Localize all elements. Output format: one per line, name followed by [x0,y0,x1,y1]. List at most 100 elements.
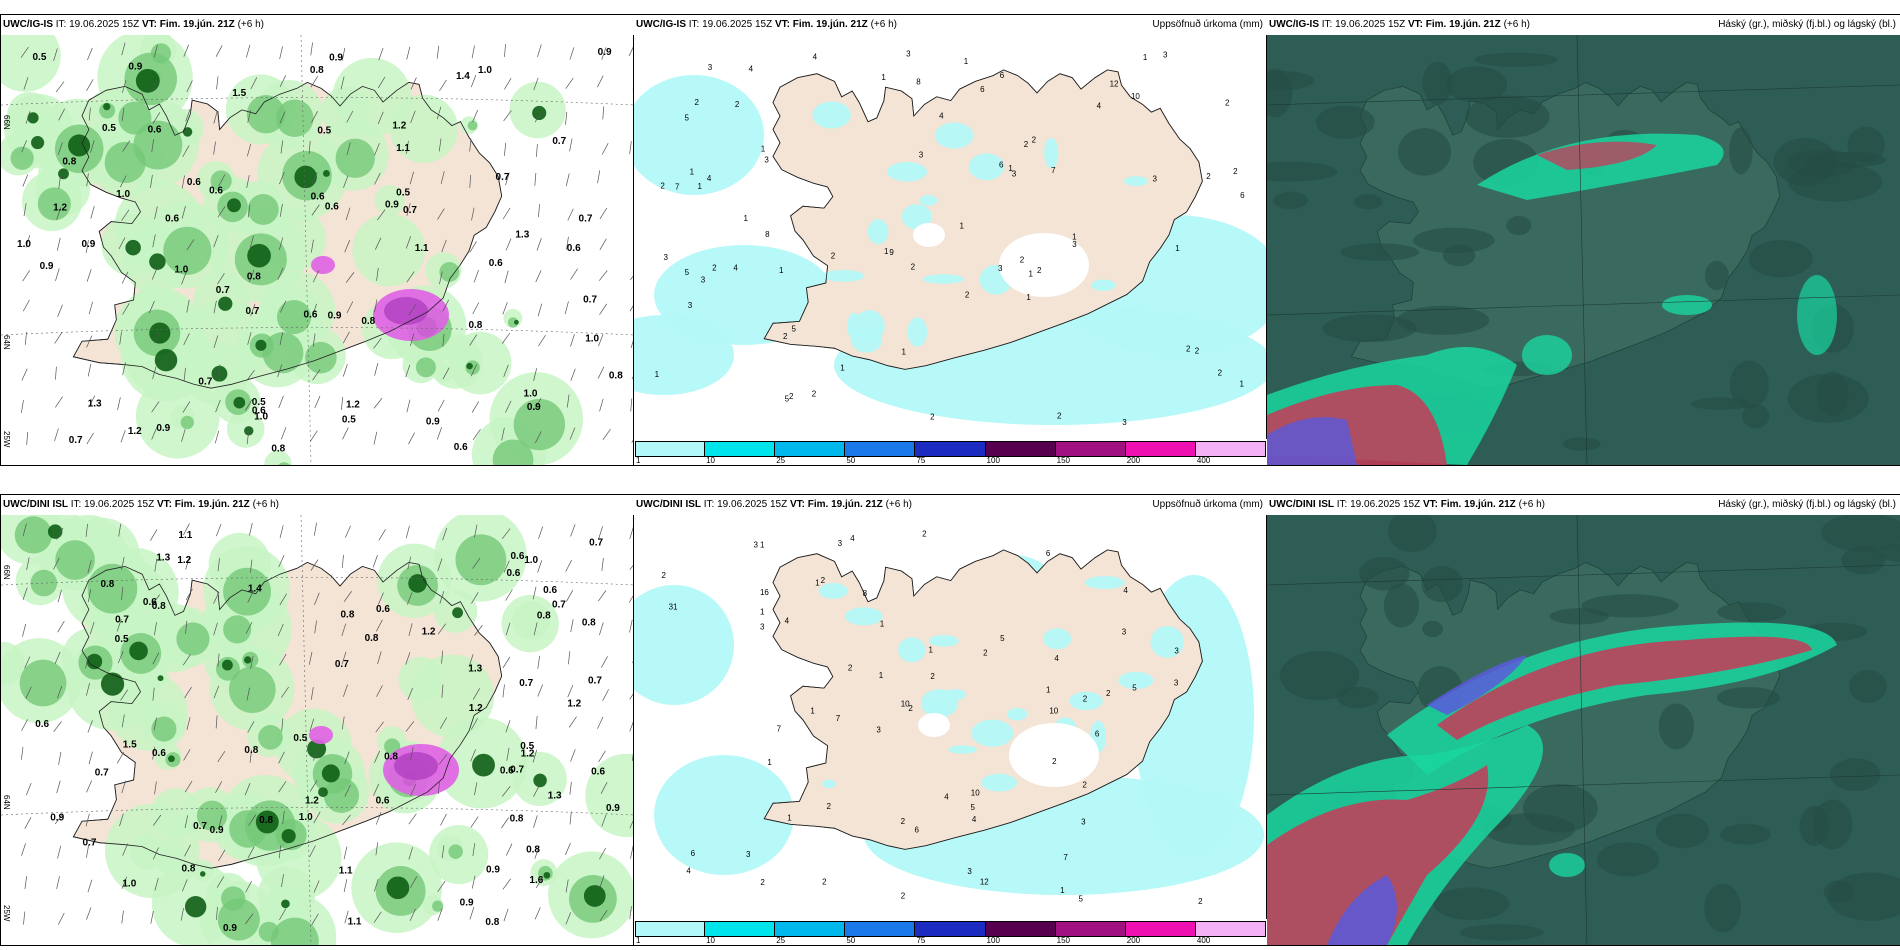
accum-value-label: 1 [1008,164,1013,173]
precip-value-label: 1.3 [548,790,562,801]
panel-header: UWC/DINI ISL IT: 19.06.2025 15Z VT: Fim.… [1,495,634,515]
precip-value-label: 1.1 [348,917,362,928]
precip-value-label: 0.9 [460,897,474,908]
panel-cloud-igis: UWC/IG-IS IT: 19.06.2025 15Z VT: Fim. 19… [1266,14,1900,466]
accum-value-label: 1 [959,222,964,231]
colorbar-segment [845,921,916,937]
panel-precip-fields-dini: UWC/DINI ISL IT: 19.06.2025 15Z VT: Fim.… [0,494,635,946]
precip-value-label: 0.7 [510,764,524,775]
panel-title: Uppsöfnuð úrkoma (mm) [1152,499,1263,510]
colorbar-label: 200 [1126,456,1141,465]
accum-value-label: 1 [743,214,748,223]
accum-value-label: 2 [1037,266,1042,275]
colorbar-label: 10 [706,456,716,465]
lat-label-64n: 64N [2,795,11,810]
accum-value-label: 1 [1026,293,1031,302]
accum-value-label: 3 [1122,418,1127,427]
colorbar-label: 150 [1056,456,1071,465]
cloud-cover-map [1267,515,1900,945]
accum-precip-map: 4224312111212710643116234221231243683231… [634,515,1267,919]
panel-header: UWC/DINI ISL IT: 19.06.2025 15Z VT: Fim.… [634,495,1267,515]
accum-value-label: 4 [972,815,977,824]
panel-cloud-dini: UWC/DINI ISL IT: 19.06.2025 15Z VT: Fim.… [1266,494,1900,946]
precip-value-label: 0.5 [33,52,47,63]
precip-value-label: 0.6 [187,177,201,188]
accum-value-label: 6 [980,85,985,94]
accum-value-label: 2 [983,648,988,657]
precip-value-label: 1.0 [478,65,492,76]
precip-value-label: 0.6 [506,568,520,579]
precip-value-label: 0.9 [128,62,142,73]
accum-value-label: 1 [1028,270,1033,279]
precip-value-label: 0.7 [579,214,593,225]
precip-value-label: 0.8 [247,272,261,283]
precip-value-label: 0.7 [82,837,96,848]
precip-value-label: 1.2 [567,699,581,710]
accum-value-label: 3 [753,541,758,550]
panel-title: Háský (gr.), miðský (fj.bl.) og lágský (… [1718,19,1896,30]
lat-label-66n: 66N [2,115,11,130]
panel-title: Háský (gr.), miðský (fj.bl.) og lágský (… [1718,499,1896,510]
precip-value-label: 0.5 [342,414,356,425]
accum-value-label: 1 [1060,886,1065,895]
colorbar-label: 200 [1126,936,1141,945]
precip-value-label: 0.8 [271,444,285,455]
colorbar-label: 25 [776,936,786,945]
accum-value-label: 1 [698,182,703,191]
precip-fields-map: 0.70.80.60.60.70.50.81.10.80.70.60.91.20… [1,515,634,945]
accum-value-label: 7 [1051,166,1056,175]
panel-title: Uppsöfnuð úrkoma (mm) [1152,19,1263,30]
accum-value-label: 3 [1081,818,1086,827]
precip-value-label: 0.8 [384,751,398,762]
lead-time: (+6 h) [237,19,264,30]
precip-value-label: 0.6 [209,186,223,197]
accum-value-label: 7 [675,183,680,192]
accum-value-label: 10 [1131,92,1140,101]
lat-label-64n: 64N [2,335,11,350]
precip-value-label: 0.8 [537,610,551,621]
colorbar-segment [985,441,1056,457]
precip-value-label: 1.5 [123,740,137,751]
accum-value-label: 10 [1049,707,1058,716]
panel-accum-dini: UWC/DINI ISL IT: 19.06.2025 15Z VT: Fim.… [633,494,1268,946]
accum-value-label: 2 [821,576,826,585]
accum-value-label: 2 [1186,345,1191,354]
model-name: UWC/IG-IS [636,19,686,30]
accum-value-label: 1 [767,758,772,767]
precip-value-label: 0.7 [216,285,230,296]
precip-value-label: 0.7 [519,678,533,689]
accum-value-label: 1 [881,73,886,82]
colorbar-segment [1125,921,1196,937]
accum-value-label: 1 [1072,233,1077,242]
lat-label-66n: 66N [2,565,11,580]
accum-value-label: 16 [760,588,769,597]
colorbar-label: 100 [986,936,1000,945]
accum-value-label: 6 [915,826,920,835]
precip-value-label: 1.0 [174,264,188,275]
accum-value-label: 1 [840,363,845,372]
precip-value-label: 1.3 [156,553,170,564]
accum-value-label: 2 [1024,140,1029,149]
precip-value-label: 0.5 [396,187,410,198]
accum-value-label: 12 [980,878,989,887]
precip-value-label: 0.9 [426,417,440,428]
initial-time: 19.06.2025 15Z [1350,499,1421,510]
accum-value-label: 3 [663,253,668,262]
colorbar-segment [915,921,986,937]
precip-value-label: 0.7 [95,768,109,779]
precip-value-label: 0.9 [223,923,237,934]
precip-value-label: 0.8 [182,864,196,875]
accum-value-label: 2 [908,704,913,713]
precip-value-label: 0.8 [259,815,273,826]
model-name: UWC/IG-IS [3,19,53,30]
colorbar-segment [635,441,706,457]
precip-value-label: 0.9 [156,423,170,434]
colorbar-label: 50 [846,936,856,945]
initial-time: 19.06.2025 15Z [702,19,773,30]
lon-label-25w: 25W [2,431,11,448]
precip-value-label: 0.7 [335,659,349,670]
accum-value-label: 2 [812,389,817,398]
lon-label-25w: 25W [2,905,11,922]
colorbar-label: 400 [1196,456,1211,465]
precip-value-label: 1.0 [299,812,313,823]
